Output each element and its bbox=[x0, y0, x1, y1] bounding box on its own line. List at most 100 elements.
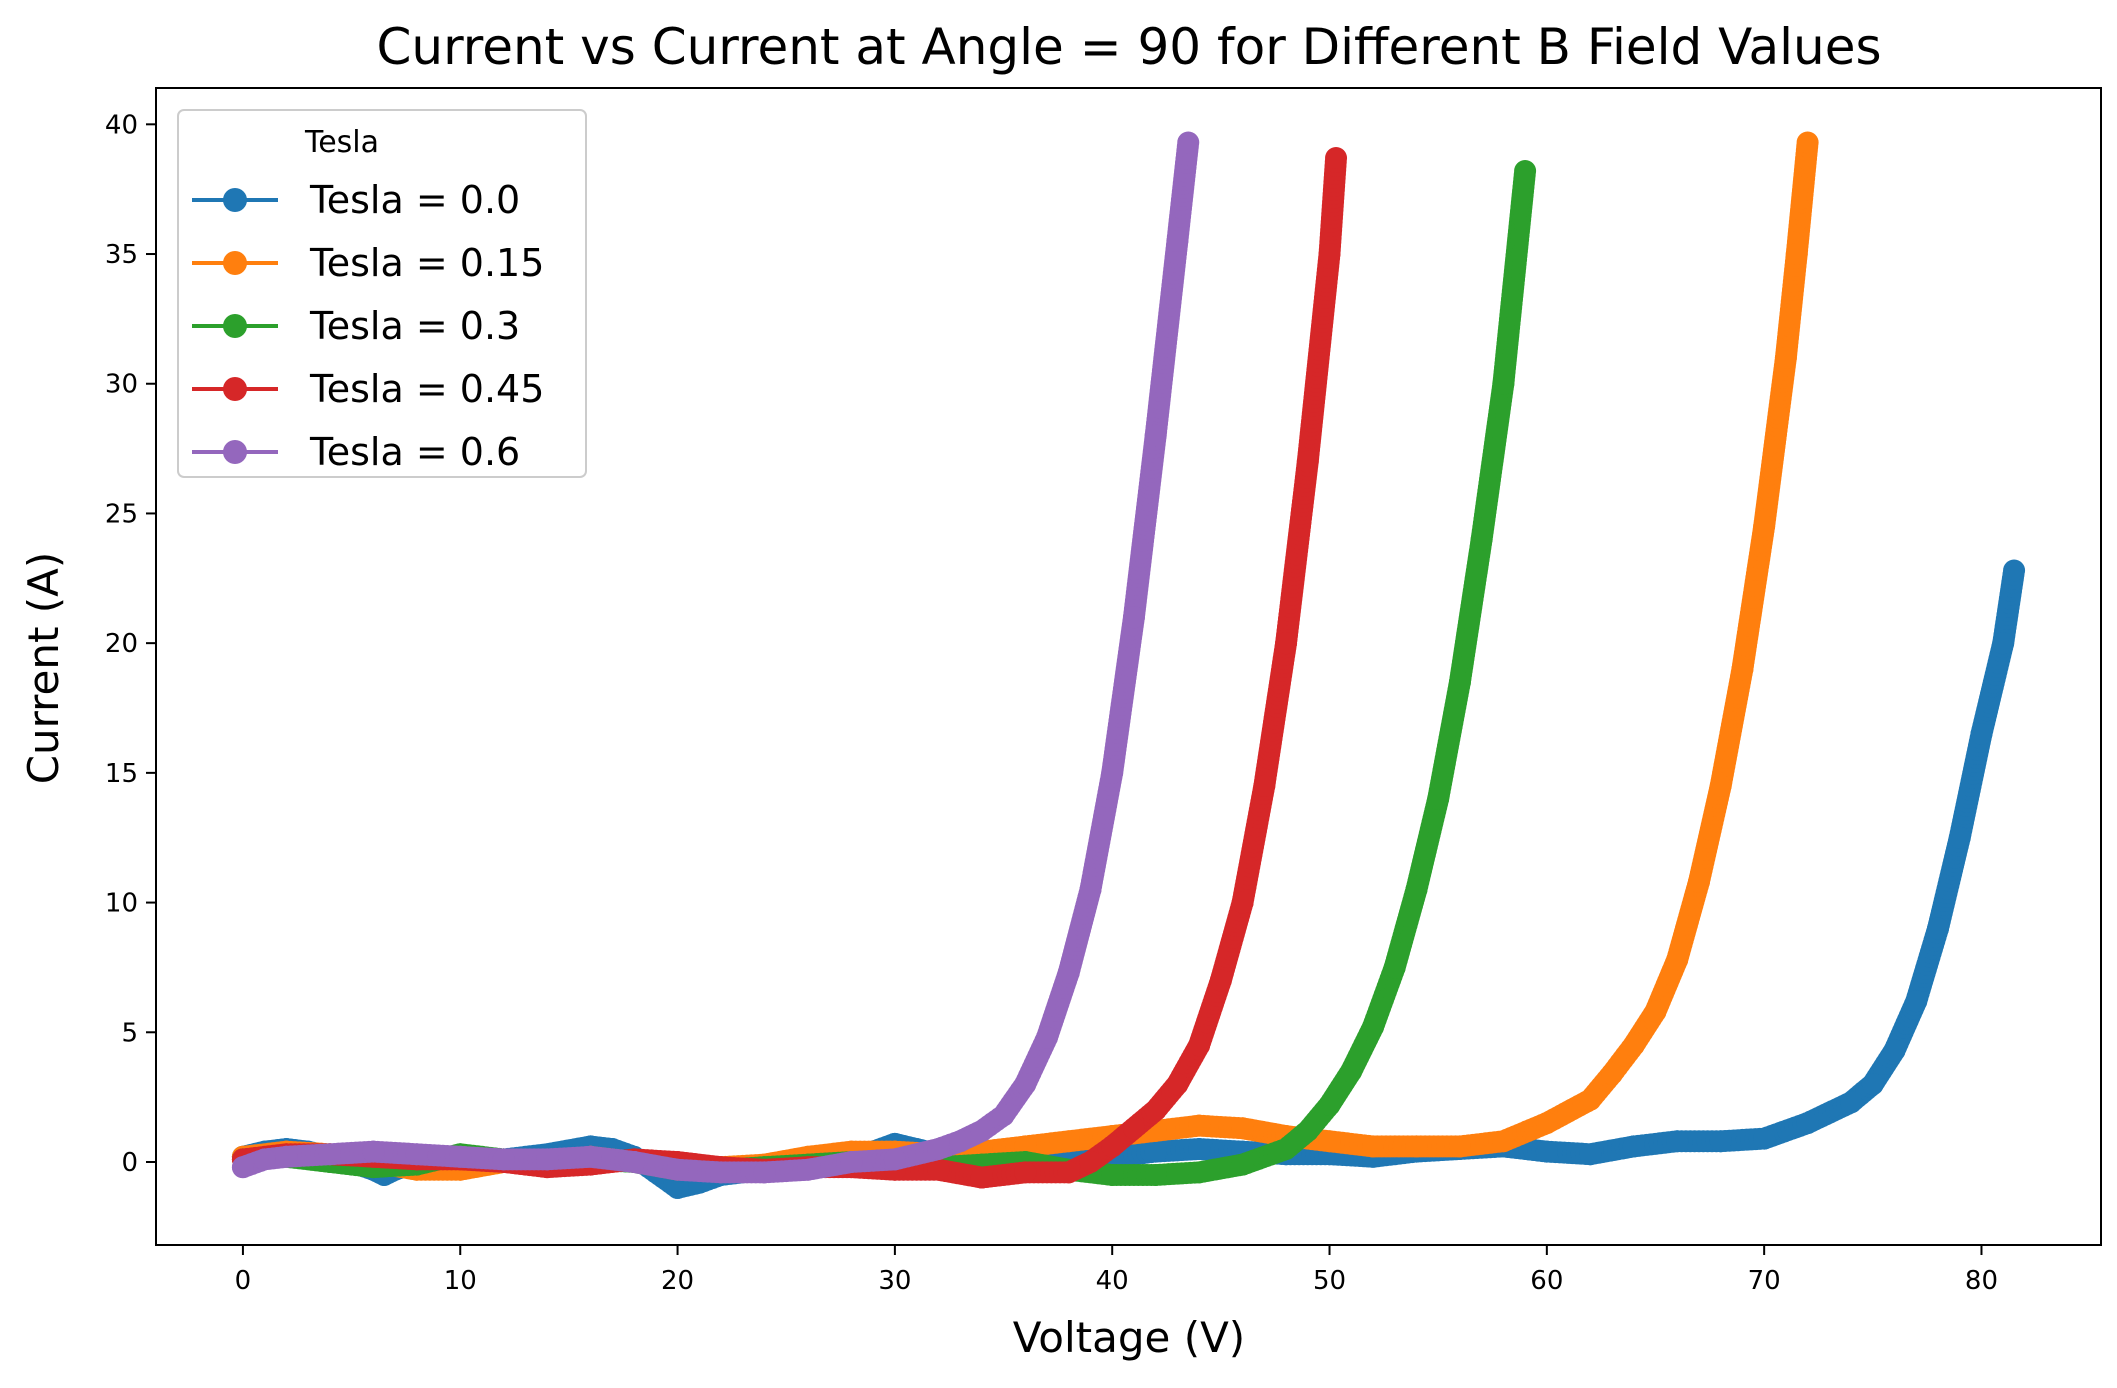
chart-title: Current vs Current at Angle = 90 for Dif… bbox=[376, 18, 1881, 76]
data-point bbox=[1177, 131, 1200, 154]
data-point bbox=[405, 1143, 428, 1166]
legend-item: Tesla = 0.6 bbox=[192, 430, 520, 474]
data-point bbox=[1970, 722, 1993, 745]
x-tick-label: 0 bbox=[235, 1266, 252, 1296]
data-point bbox=[536, 1148, 559, 1171]
legend-swatch-marker bbox=[223, 188, 247, 212]
data-point bbox=[1731, 658, 1754, 681]
data-point bbox=[1079, 878, 1102, 901]
x-tick-label: 40 bbox=[1096, 1266, 1129, 1296]
data-point bbox=[949, 1130, 972, 1153]
data-point bbox=[970, 1166, 993, 1189]
data-point bbox=[1622, 1135, 1645, 1158]
legend: Tesla Tesla = 0.0 Tesla = 0.15 Tesla = 0.3 T… bbox=[177, 109, 587, 478]
data-point bbox=[492, 1148, 515, 1171]
data-point bbox=[1144, 1140, 1167, 1163]
x-tick-label: 50 bbox=[1313, 1266, 1346, 1296]
data-point bbox=[1448, 1135, 1471, 1158]
data-point bbox=[1753, 1127, 1776, 1150]
x-tick-label: 60 bbox=[1530, 1266, 1563, 1296]
data-point bbox=[1361, 1135, 1384, 1158]
x-axis: 0 10 20 30 40 50 60 70 80 bbox=[235, 1245, 1998, 1296]
data-point bbox=[1448, 671, 1471, 694]
x-tick-label: 70 bbox=[1748, 1266, 1781, 1296]
y-tick-label: 15 bbox=[105, 759, 138, 789]
data-point bbox=[1927, 917, 1950, 940]
data-point bbox=[1188, 1114, 1211, 1137]
data-point bbox=[1014, 1161, 1037, 1184]
data-point bbox=[666, 1176, 689, 1199]
data-point bbox=[1144, 1099, 1167, 1122]
data-point bbox=[1188, 1034, 1211, 1057]
data-point bbox=[1687, 870, 1710, 893]
data-point bbox=[1275, 632, 1298, 655]
legend-swatch-marker bbox=[223, 377, 247, 401]
data-point bbox=[1796, 131, 1819, 154]
data-point bbox=[1709, 1130, 1732, 1153]
legend-item: Tesla = 0.3 bbox=[192, 304, 520, 348]
data-point bbox=[1036, 1026, 1059, 1049]
y-tick-label: 35 bbox=[105, 240, 138, 270]
data-point bbox=[1275, 1138, 1298, 1161]
data-point bbox=[970, 1119, 993, 1142]
data-point bbox=[1470, 528, 1493, 551]
data-point bbox=[1405, 1135, 1428, 1158]
x-axis-title: Voltage (V) bbox=[1013, 1313, 1245, 1362]
data-point bbox=[1774, 346, 1797, 369]
data-point bbox=[1014, 1073, 1037, 1096]
data-point bbox=[1057, 961, 1080, 984]
data-point bbox=[1579, 1143, 1602, 1166]
data-point bbox=[1883, 1039, 1906, 1062]
data-point bbox=[1101, 1163, 1124, 1186]
data-point bbox=[1948, 826, 1971, 849]
x-tick-label: 10 bbox=[444, 1266, 477, 1296]
data-point bbox=[1492, 372, 1515, 395]
legend-item: Tesla = 0.45 bbox=[192, 367, 544, 411]
data-point bbox=[1318, 243, 1341, 266]
data-point bbox=[1166, 230, 1189, 253]
data-point bbox=[1144, 1163, 1167, 1186]
data-point bbox=[1535, 1140, 1558, 1163]
data-point bbox=[1144, 424, 1167, 447]
data-point bbox=[840, 1150, 863, 1173]
data-point bbox=[1231, 1153, 1254, 1176]
y-tick-label: 30 bbox=[105, 370, 138, 400]
data-point bbox=[623, 1150, 646, 1173]
data-point bbox=[1340, 1060, 1363, 1083]
data-point bbox=[1514, 160, 1537, 183]
data-point bbox=[1427, 787, 1450, 810]
data-point bbox=[1992, 632, 2015, 655]
legend-label: Tesla = 0.0 bbox=[309, 178, 520, 222]
x-tick-label: 30 bbox=[878, 1266, 911, 1296]
data-point bbox=[1905, 990, 1928, 1013]
data-point bbox=[1296, 1119, 1319, 1142]
data-point bbox=[1325, 147, 1348, 170]
data-point bbox=[362, 1140, 385, 1163]
data-point bbox=[883, 1148, 906, 1171]
data-point bbox=[927, 1158, 950, 1181]
data-point bbox=[1622, 1034, 1645, 1057]
data-point bbox=[666, 1158, 689, 1181]
data-point bbox=[1709, 774, 1732, 797]
y-tick-label: 10 bbox=[105, 889, 138, 919]
y-tick-label: 20 bbox=[105, 629, 138, 659]
data-point bbox=[1383, 956, 1406, 979]
data-point bbox=[796, 1158, 819, 1181]
data-point bbox=[1296, 450, 1319, 473]
legend-swatch-marker bbox=[223, 440, 247, 464]
y-tick-label: 5 bbox=[121, 1018, 138, 1048]
data-point bbox=[1188, 1138, 1211, 1161]
data-point bbox=[1840, 1091, 1863, 1114]
y-tick-label: 40 bbox=[105, 110, 138, 140]
data-point bbox=[1318, 1093, 1341, 1116]
legend-item: Tesla = 0.0 bbox=[192, 178, 520, 222]
plot-frame bbox=[155, 87, 2102, 1246]
data-point bbox=[992, 1104, 1015, 1127]
data-point bbox=[1166, 1073, 1189, 1096]
series-layer bbox=[231, 131, 2026, 1199]
data-point bbox=[2003, 559, 2026, 582]
legend-swatch-marker bbox=[223, 251, 247, 275]
data-point bbox=[1253, 774, 1276, 797]
data-point bbox=[1231, 891, 1254, 914]
data-point bbox=[1101, 1135, 1124, 1158]
